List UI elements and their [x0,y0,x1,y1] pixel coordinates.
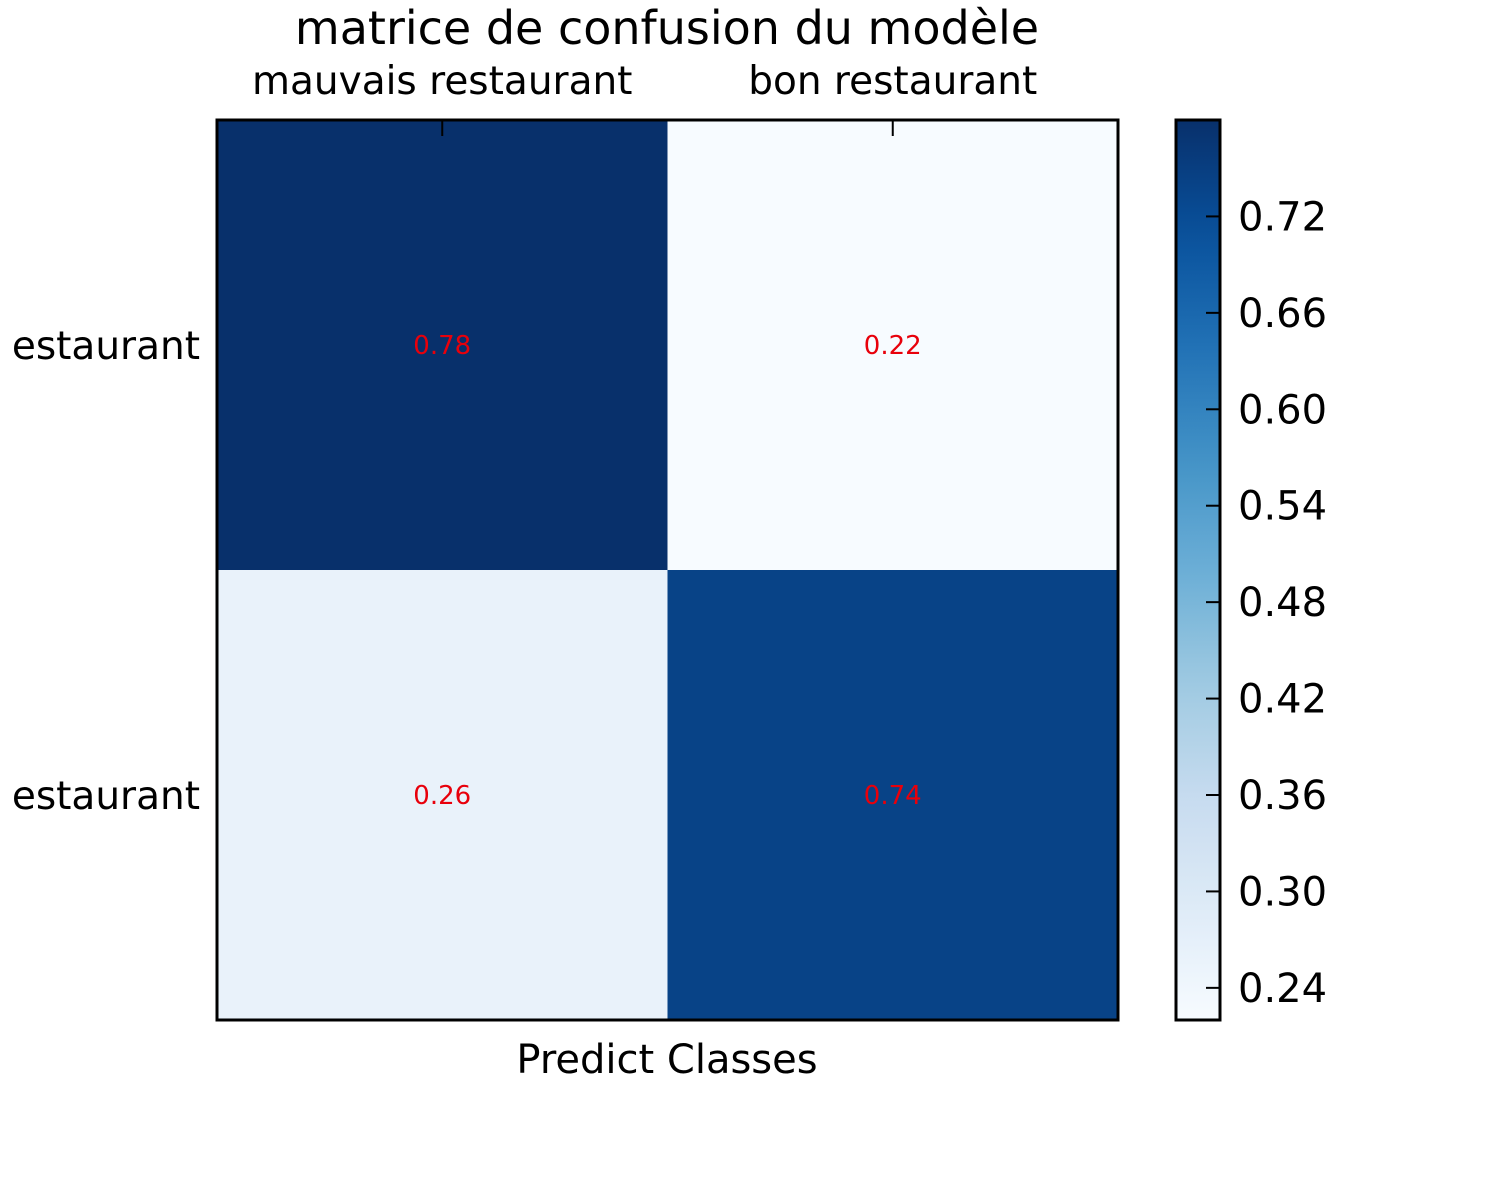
y-tick-label-0: estaurant [12,324,200,369]
heatmap-cell-r0-c1 [667,120,1118,570]
colorbar-tick-label-7: 0.66 [1238,291,1327,337]
cell-value-label-r1-c0: 0.26 [413,781,471,811]
colorbar-frame [1174,118,1222,1022]
colorbar-tick-label-0: 0.24 [1238,966,1327,1012]
plot-frame [215,118,1120,1022]
heatmap-cell-r1-c0 [217,570,668,1020]
x-tick-labels: mauvais restaurant bon restaurant [252,59,1037,104]
x-tick-label-0: mauvais restaurant [252,59,632,104]
heatmap-cell-r0-c0 [217,120,668,570]
y-tick-label-1: estaurant [12,774,200,819]
colorbar-tick-label-2: 0.36 [1238,773,1327,819]
colorbar-tick-label-5: 0.54 [1238,484,1327,530]
colorbar-tick-label-3: 0.42 [1238,677,1327,723]
heatmap-value-labels: 0.78 0.22 0.26 0.74 [413,331,921,811]
colorbar-tick-label-8: 0.72 [1238,194,1327,240]
heatmap-cell-r1-c1 [667,570,1118,1020]
cell-value-label-r1-c1: 0.74 [864,781,922,811]
chart-title: matrice de confusion du modèle [295,1,1039,55]
cell-value-label-r0-c1: 0.22 [864,331,922,361]
x-tick-label-1: bon restaurant [748,59,1037,104]
x-tick-marks [441,120,894,136]
colorbar [1176,120,1220,1020]
colorbar-tick-label-6: 0.60 [1238,387,1327,433]
x-axis-label: Predict Classes [516,1037,817,1083]
cell-value-label-r0-c0: 0.78 [413,331,471,361]
colorbar-tick-label-4: 0.48 [1238,580,1327,626]
y-tick-labels: estaurant estaurant [12,324,200,819]
colorbar-ticks: 0.24 0.30 0.36 0.42 0.48 0.54 0.60 0.66 0.72 [1206,194,1327,1012]
heatmap-cells [217,120,1118,1020]
colorbar-tick-label-1: 0.30 [1238,869,1327,915]
